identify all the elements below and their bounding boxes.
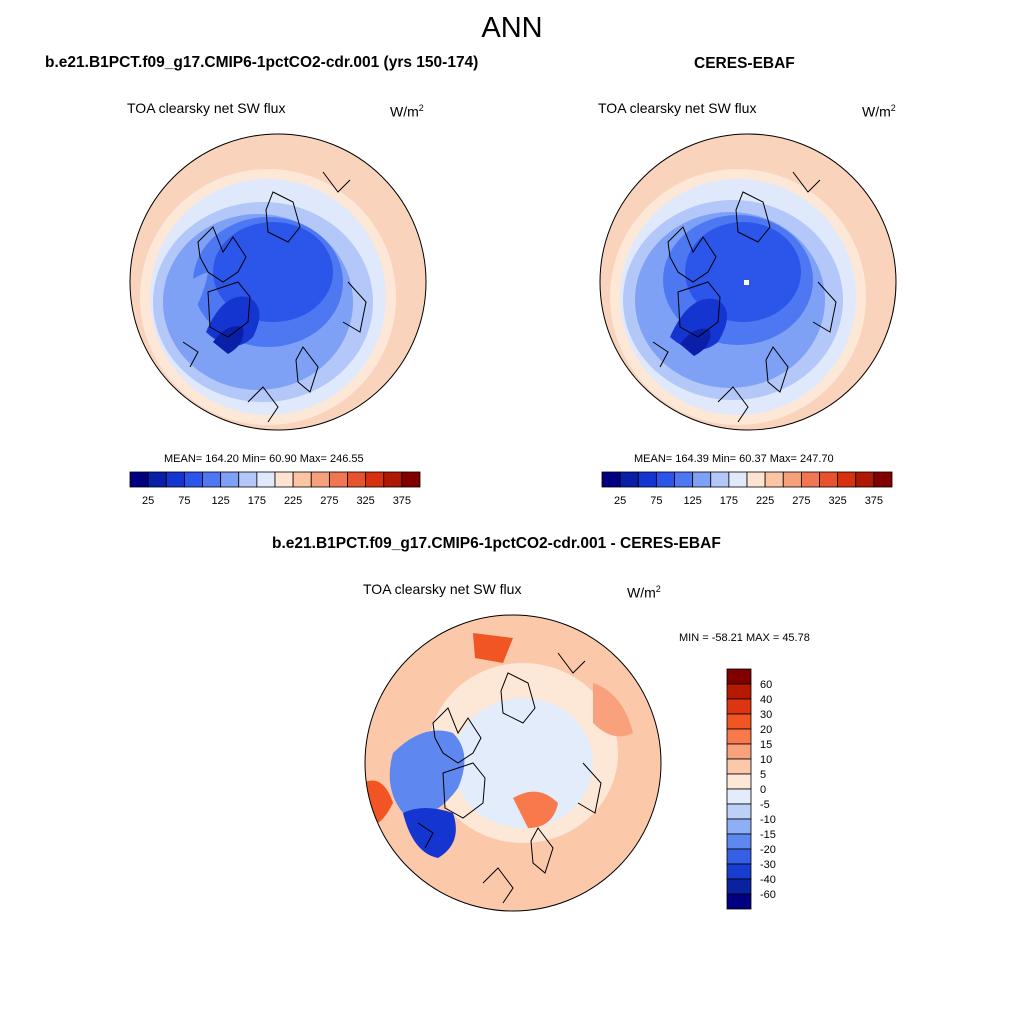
colorbar-observations-swatch bbox=[601, 471, 621, 488]
colorbar-difference-tick-label: 40 bbox=[760, 694, 772, 706]
colorbar-difference-tick-label: -20 bbox=[760, 844, 776, 856]
colorbar-observations-swatch bbox=[782, 471, 802, 488]
map-difference bbox=[364, 614, 662, 912]
colorbar-model-swatch bbox=[183, 471, 203, 488]
colorbar-observations-swatch bbox=[800, 471, 820, 488]
colorbar-model-swatch bbox=[220, 471, 240, 488]
colorbar-difference-swatch bbox=[726, 758, 752, 775]
colorbar-observations-swatch bbox=[819, 471, 839, 488]
colorbar-difference-swatch bbox=[726, 878, 752, 895]
colorbar-observations-tick-label: 375 bbox=[865, 495, 883, 507]
colorbar-model-swatch bbox=[274, 471, 294, 488]
colorbar-observations-swatch bbox=[674, 471, 694, 488]
colorbar-difference-swatch bbox=[726, 848, 752, 865]
colorbar-difference-swatch bbox=[726, 863, 752, 880]
colorbar-difference-swatch bbox=[726, 803, 752, 820]
colorbar-difference-swatch bbox=[726, 698, 752, 715]
colorbar-difference-tick-label: 0 bbox=[760, 784, 766, 796]
colorbar-model: 25 75 125 175 225 275 325 375 bbox=[129, 471, 421, 507]
colorbar-model-swatch bbox=[328, 471, 348, 488]
panel-2-stats: MEAN= 164.39 Min= 60.37 Max= 247.70 bbox=[634, 453, 834, 465]
panel-2-variable-label: TOA clearsky net SW flux bbox=[598, 100, 757, 116]
colorbar-observations-swatch bbox=[837, 471, 857, 488]
colorbar-model-tick-label: 175 bbox=[248, 495, 266, 507]
colorbar-observations-tick-label: 175 bbox=[720, 495, 738, 507]
colorbar-model-swatch bbox=[256, 471, 276, 488]
colorbar-difference-tick-label: -15 bbox=[760, 829, 776, 841]
panel-2-units: W/m2 bbox=[862, 103, 896, 120]
colorbar-difference-swatch bbox=[726, 788, 752, 805]
colorbar-model-swatch bbox=[365, 471, 385, 488]
colorbar-difference-swatch bbox=[726, 668, 752, 685]
colorbar-difference-swatch bbox=[726, 713, 752, 730]
colorbar-difference-swatch bbox=[726, 833, 752, 850]
colorbar-model-tick-label: 25 bbox=[142, 495, 154, 507]
colorbar-model-swatch bbox=[165, 471, 185, 488]
colorbar-observations-swatch bbox=[764, 471, 784, 488]
colorbar-observations-tick-label: 75 bbox=[650, 495, 662, 507]
colorbar-model-swatch bbox=[401, 471, 421, 488]
map-observations bbox=[599, 133, 897, 431]
panel-1-units: W/m2 bbox=[390, 103, 424, 120]
colorbar-difference-swatch bbox=[726, 683, 752, 700]
colorbar-observations-swatch bbox=[746, 471, 766, 488]
panel-1-variable-label: TOA clearsky net SW flux bbox=[127, 100, 286, 116]
panel-2-title: CERES-EBAF bbox=[694, 55, 795, 72]
colorbar-observations-swatch bbox=[655, 471, 675, 488]
colorbar-difference-tick-label: -60 bbox=[760, 889, 776, 901]
colorbar-model-tick-label: 225 bbox=[284, 495, 302, 507]
colorbar-model-tick-label: 375 bbox=[393, 495, 411, 507]
colorbar-difference-tick-label: 5 bbox=[760, 769, 766, 781]
panel-3-title: b.e21.B1PCT.f09_g17.CMIP6-1pctCO2-cdr.00… bbox=[272, 535, 721, 552]
colorbar-difference-swatch bbox=[726, 893, 752, 910]
colorbar-observations-tick-label: 25 bbox=[614, 495, 626, 507]
colorbar-observations-tick-label: 325 bbox=[828, 495, 846, 507]
colorbar-difference-tick-label: 10 bbox=[760, 754, 772, 766]
colorbar-difference: 60 40 30 20 15 10 5 0 -5 -10 -15 -20 -30 -40 -60 bbox=[726, 668, 776, 910]
colorbar-observations-tick-label: 225 bbox=[756, 495, 774, 507]
colorbar-difference-tick-label: -30 bbox=[760, 859, 776, 871]
colorbar-model-swatch bbox=[347, 471, 367, 488]
colorbar-difference-swatch bbox=[726, 818, 752, 835]
colorbar-observations-swatch bbox=[710, 471, 730, 488]
panel-3-variable-label: TOA clearsky net SW flux bbox=[363, 581, 522, 597]
colorbar-observations-tick-label: 275 bbox=[792, 495, 810, 507]
colorbar-observations: 25 75 125 175 225 275 325 375 bbox=[601, 471, 893, 507]
panel-1-stats: MEAN= 164.20 Min= 60.90 Max= 246.55 bbox=[164, 453, 364, 465]
colorbar-observations-swatch bbox=[637, 471, 657, 488]
colorbar-model-swatch bbox=[383, 471, 403, 488]
colorbar-difference-tick-label: -5 bbox=[760, 799, 770, 811]
colorbar-model-swatch bbox=[238, 471, 258, 488]
map-model bbox=[129, 133, 427, 431]
colorbar-observations-swatch bbox=[692, 471, 712, 488]
colorbar-difference-tick-label: -10 bbox=[760, 814, 776, 826]
panel-3-minmax: MIN = -58.21 MAX = 45.78 bbox=[679, 632, 810, 644]
colorbar-difference-tick-label: 60 bbox=[760, 679, 772, 691]
colorbar-difference-swatch bbox=[726, 743, 752, 760]
colorbar-model-swatch bbox=[292, 471, 312, 488]
colorbar-observations-tick-label: 125 bbox=[683, 495, 701, 507]
colorbar-difference-tick-label: 20 bbox=[760, 724, 772, 736]
panel-3-units: W/m2 bbox=[627, 584, 661, 601]
colorbar-model-tick-label: 325 bbox=[356, 495, 374, 507]
colorbar-model-tick-label: 75 bbox=[178, 495, 190, 507]
colorbar-observations-swatch bbox=[855, 471, 875, 488]
colorbar-observations-swatch bbox=[619, 471, 639, 488]
colorbar-model-swatch bbox=[202, 471, 222, 488]
colorbar-difference-tick-label: 30 bbox=[760, 709, 772, 721]
colorbar-model-tick-label: 275 bbox=[320, 495, 338, 507]
colorbar-difference-swatch bbox=[726, 773, 752, 790]
colorbar-difference-swatch bbox=[726, 728, 752, 745]
colorbar-model-swatch bbox=[129, 471, 149, 488]
colorbar-model-tick-label: 125 bbox=[211, 495, 229, 507]
figure-title: ANN bbox=[481, 12, 543, 44]
colorbar-model-swatch bbox=[310, 471, 330, 488]
colorbar-observations-swatch bbox=[873, 471, 893, 488]
panel-1-title: b.e21.B1PCT.f09_g17.CMIP6-1pctCO2-cdr.00… bbox=[45, 54, 479, 71]
colorbar-observations-swatch bbox=[728, 471, 748, 488]
colorbar-model-swatch bbox=[147, 471, 167, 488]
colorbar-difference-tick-label: -40 bbox=[760, 874, 776, 886]
colorbar-difference-tick-label: 15 bbox=[760, 739, 772, 751]
